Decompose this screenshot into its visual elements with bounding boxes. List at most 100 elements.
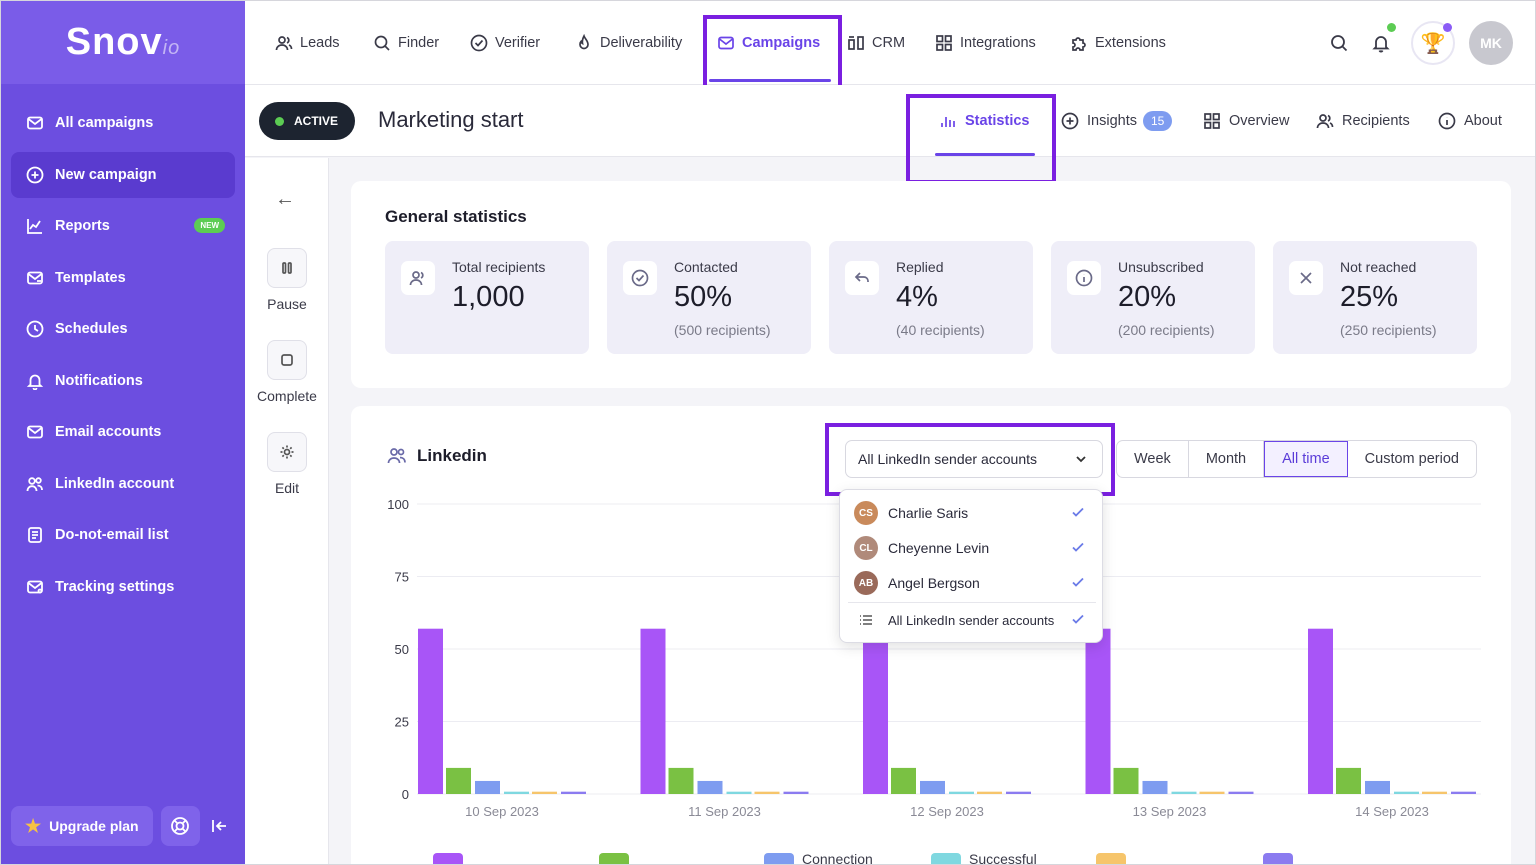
sidebar-item-new-campaign[interactable]: New campaign bbox=[11, 151, 235, 198]
nav-extensions[interactable]: Extensions bbox=[1070, 1, 1166, 85]
mail-icon bbox=[718, 36, 734, 50]
x-tick-label: 13 Sep 2023 bbox=[1133, 804, 1207, 819]
grid-icon bbox=[936, 35, 952, 51]
stat-value: 20% bbox=[1118, 281, 1177, 313]
stat-label: Contacted bbox=[674, 259, 738, 275]
legend-swatch bbox=[1096, 853, 1126, 864]
notifications-button[interactable] bbox=[1361, 23, 1401, 63]
pause-button[interactable] bbox=[267, 248, 307, 288]
search-button[interactable] bbox=[1319, 23, 1359, 63]
users-icon bbox=[275, 36, 293, 51]
pause-icon bbox=[282, 262, 292, 274]
search-icon bbox=[374, 35, 390, 51]
sidebar-item-schedules[interactable]: Schedules bbox=[11, 306, 235, 352]
check-icon bbox=[1072, 507, 1084, 517]
nav-finder[interactable]: Finder bbox=[373, 1, 439, 85]
stat-card-replied: Replied 4% (40 recipients) bbox=[829, 241, 1033, 354]
campaign-actions: ← Pause Complete Edit bbox=[245, 158, 329, 864]
collapse-sidebar-button[interactable] bbox=[206, 806, 235, 846]
period-custom[interactable]: Custom period bbox=[1364, 451, 1459, 467]
bar bbox=[640, 628, 666, 794]
bar bbox=[1142, 780, 1168, 794]
dropdown-item-all[interactable]: All LinkedIn sender accounts bbox=[854, 605, 1090, 635]
users-icon bbox=[25, 474, 45, 494]
dropdown-item[interactable]: CL Cheyenne Levin bbox=[854, 533, 1090, 563]
period-month[interactable]: Month bbox=[1189, 441, 1265, 477]
sidebar-item-notifications[interactable]: Notifications bbox=[11, 358, 235, 404]
stat-value: 4% bbox=[896, 281, 938, 313]
sidebar-item-label: Schedules bbox=[55, 321, 128, 337]
sidebar-item-templates[interactable]: Templates bbox=[11, 255, 235, 301]
legend-swatch bbox=[764, 853, 794, 864]
bar bbox=[1422, 791, 1447, 794]
dropdown-item[interactable]: AB Angel Bergson bbox=[854, 568, 1090, 598]
sidebar-item-reports[interactable]: Reports NEW bbox=[11, 203, 235, 249]
new-badge: NEW bbox=[194, 218, 225, 233]
bar bbox=[1113, 767, 1139, 794]
nav-integrations[interactable]: Integrations bbox=[935, 1, 1036, 85]
help-button[interactable] bbox=[160, 806, 200, 846]
tab-statistics[interactable]: Statistics bbox=[939, 85, 1029, 157]
complete-action[interactable]: Complete bbox=[245, 340, 329, 404]
stat-card-unsubscribed: Unsubscribed 20% (200 recipients) bbox=[1051, 241, 1255, 354]
tab-recipients[interactable]: Recipients bbox=[1316, 85, 1410, 157]
chevron-down-icon bbox=[1076, 456, 1086, 463]
bar bbox=[783, 791, 809, 794]
upgrade-plan-button[interactable]: ★ Upgrade plan bbox=[11, 806, 153, 846]
nav-leads[interactable]: Leads bbox=[275, 1, 340, 85]
top-navigation: Leads Finder Verifier Deliverability Cam… bbox=[245, 1, 1535, 99]
sidebar-item-email-accounts[interactable]: Email accounts bbox=[11, 409, 235, 455]
check-icon bbox=[1072, 614, 1084, 624]
tab-overview[interactable]: Overview bbox=[1203, 85, 1289, 157]
y-tick-label: 75 bbox=[395, 570, 409, 585]
y-tick-label: 100 bbox=[387, 497, 409, 512]
legend-swatch bbox=[433, 853, 463, 864]
stat-sub: (40 recipients) bbox=[896, 322, 985, 338]
bar bbox=[949, 791, 974, 794]
complete-button[interactable] bbox=[267, 340, 307, 380]
bar bbox=[1394, 791, 1419, 794]
period-week[interactable]: Week bbox=[1117, 441, 1189, 477]
sidebar-item-tracking-settings[interactable]: Tracking settings bbox=[11, 564, 235, 610]
sidebar-item-label: Do-not-email list bbox=[55, 527, 169, 543]
avatar[interactable]: MK bbox=[1469, 21, 1513, 65]
snovio-logo[interactable]: Snovio bbox=[65, 21, 181, 63]
tab-about[interactable]: About bbox=[1438, 85, 1502, 157]
back-arrow-icon[interactable]: ← bbox=[275, 188, 295, 210]
bar bbox=[754, 791, 780, 794]
status-badge[interactable]: ACTIVE bbox=[259, 102, 355, 140]
tab-insights[interactable]: Insights 15 bbox=[1061, 85, 1173, 157]
sender-accounts-select[interactable]: All LinkedIn sender accounts bbox=[845, 440, 1103, 478]
general-statistics-title: General statistics bbox=[385, 207, 527, 226]
sidebar-item-label: LinkedIn account bbox=[55, 475, 175, 492]
bar bbox=[891, 767, 916, 794]
linkedin-bar-chart: 0 25 50 75 100 10 Sep 2023 11 Sep 2023 12 Sep 2… bbox=[387, 497, 1481, 819]
bar bbox=[1085, 628, 1111, 794]
collapse-icon bbox=[212, 820, 227, 832]
bar bbox=[977, 791, 1002, 794]
nav-crm[interactable]: CRM bbox=[847, 1, 905, 85]
campaign-title: Marketing start bbox=[378, 107, 524, 132]
period-all-time[interactable]: All time bbox=[1264, 441, 1348, 477]
achievements-button[interactable]: 🏆 bbox=[1411, 21, 1455, 65]
sidebar-item-all-campaigns[interactable]: All campaigns bbox=[11, 100, 235, 146]
edit-button[interactable] bbox=[267, 432, 307, 472]
linkedin-title: Linkedin bbox=[387, 446, 487, 466]
bar bbox=[1451, 791, 1476, 794]
nav-campaigns[interactable]: Campaigns bbox=[717, 1, 820, 85]
plus-circle-icon bbox=[25, 165, 45, 185]
nav-verifier[interactable]: Verifier bbox=[470, 1, 540, 85]
edit-action[interactable]: Edit bbox=[245, 432, 329, 496]
sidebar-item-do-not-email-list[interactable]: Do-not-email list bbox=[11, 512, 235, 558]
stop-icon bbox=[281, 354, 293, 366]
info-icon bbox=[1067, 261, 1101, 295]
stat-sub: (200 recipients) bbox=[1118, 322, 1215, 338]
pause-action[interactable]: Pause bbox=[245, 248, 329, 312]
chart-legend: Connection Successful bbox=[433, 851, 1293, 864]
achievement-dot bbox=[1443, 23, 1452, 32]
sidebar-item-label: Tracking settings bbox=[55, 578, 175, 595]
dropdown-item[interactable]: CS Charlie Saris bbox=[854, 498, 1090, 528]
sidebar-item-linkedin-account[interactable]: LinkedIn account bbox=[11, 461, 235, 507]
nav-deliverability[interactable]: Deliverability bbox=[575, 1, 682, 85]
